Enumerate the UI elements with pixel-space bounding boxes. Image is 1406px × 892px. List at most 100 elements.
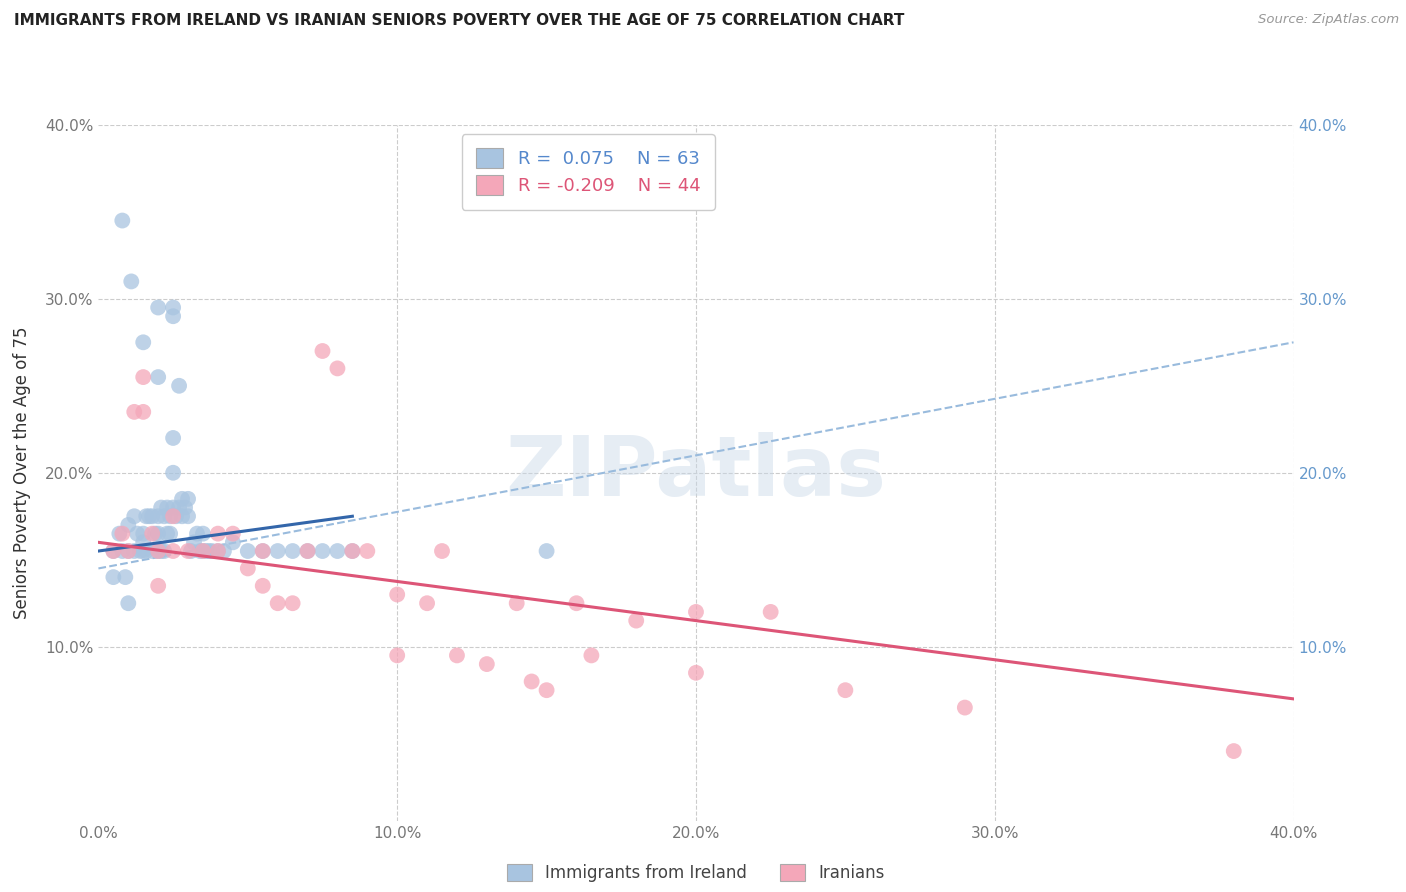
- Point: [148, 370, 170, 384]
- Point: [207, 526, 229, 541]
- Point: [183, 535, 205, 549]
- Point: [356, 544, 378, 558]
- Point: [150, 500, 173, 515]
- Point: [117, 596, 139, 610]
- Point: [536, 544, 558, 558]
- Point: [148, 544, 170, 558]
- Point: [297, 544, 319, 558]
- Point: [191, 526, 214, 541]
- Point: [132, 370, 155, 384]
- Point: [148, 579, 170, 593]
- Point: [162, 466, 184, 480]
- Point: [156, 526, 179, 541]
- Point: [150, 544, 173, 558]
- Point: [143, 526, 166, 541]
- Point: [162, 301, 184, 315]
- Point: [759, 605, 782, 619]
- Point: [195, 544, 218, 558]
- Point: [326, 361, 349, 376]
- Point: [416, 596, 439, 610]
- Point: [120, 274, 142, 288]
- Point: [953, 700, 976, 714]
- Point: [506, 596, 529, 610]
- Point: [162, 310, 184, 324]
- Point: [141, 526, 163, 541]
- Point: [174, 500, 197, 515]
- Point: [132, 526, 155, 541]
- Point: [159, 509, 181, 524]
- Point: [201, 544, 224, 558]
- Point: [162, 500, 184, 515]
- Point: [326, 544, 349, 558]
- Point: [153, 509, 176, 524]
- Point: [342, 544, 364, 558]
- Point: [252, 544, 274, 558]
- Point: [252, 544, 274, 558]
- Point: [385, 587, 409, 601]
- Point: [111, 213, 134, 227]
- Point: [212, 544, 235, 558]
- Text: IMMIGRANTS FROM IRELAND VS IRANIAN SENIORS POVERTY OVER THE AGE OF 75 CORRELATIO: IMMIGRANTS FROM IRELAND VS IRANIAN SENIO…: [14, 13, 904, 29]
- Point: [135, 544, 157, 558]
- Point: [342, 544, 364, 558]
- Point: [162, 544, 184, 558]
- Point: [172, 491, 194, 506]
- Point: [162, 509, 184, 524]
- Point: [148, 509, 170, 524]
- Point: [188, 544, 211, 558]
- Point: [132, 544, 155, 558]
- Point: [565, 596, 588, 610]
- Point: [103, 570, 125, 584]
- Text: Source: ZipAtlas.com: Source: ZipAtlas.com: [1258, 13, 1399, 27]
- Point: [172, 509, 194, 524]
- Point: [124, 509, 146, 524]
- Point: [1223, 744, 1246, 758]
- Point: [180, 544, 202, 558]
- Point: [685, 605, 707, 619]
- Point: [222, 526, 245, 541]
- Point: [156, 500, 179, 515]
- Point: [127, 526, 149, 541]
- Point: [148, 526, 170, 541]
- Point: [536, 683, 558, 698]
- Point: [311, 544, 333, 558]
- Point: [117, 544, 139, 558]
- Point: [281, 596, 304, 610]
- Point: [626, 614, 648, 628]
- Point: [236, 544, 259, 558]
- Point: [297, 544, 319, 558]
- Point: [311, 343, 333, 358]
- Legend: Immigrants from Ireland, Iranians: Immigrants from Ireland, Iranians: [501, 857, 891, 888]
- Point: [177, 544, 200, 558]
- Text: ZIPatlas: ZIPatlas: [506, 433, 886, 513]
- Point: [162, 431, 184, 445]
- Point: [198, 544, 221, 558]
- Point: [117, 544, 139, 558]
- Point: [135, 509, 157, 524]
- Point: [252, 579, 274, 593]
- Point: [124, 544, 146, 558]
- Point: [177, 491, 200, 506]
- Point: [117, 517, 139, 532]
- Point: [132, 535, 155, 549]
- Point: [132, 335, 155, 350]
- Point: [191, 544, 214, 558]
- Point: [114, 570, 136, 584]
- Point: [111, 544, 134, 558]
- Point: [129, 544, 152, 558]
- Point: [165, 509, 187, 524]
- Point: [111, 526, 134, 541]
- Point: [281, 544, 304, 558]
- Point: [834, 683, 856, 698]
- Point: [103, 544, 125, 558]
- Point: [177, 509, 200, 524]
- Point: [108, 526, 131, 541]
- Point: [132, 405, 155, 419]
- Point: [267, 544, 290, 558]
- Y-axis label: Seniors Poverty Over the Age of 75: Seniors Poverty Over the Age of 75: [13, 326, 31, 619]
- Point: [124, 405, 146, 419]
- Point: [186, 526, 208, 541]
- Point: [581, 648, 603, 663]
- Point: [520, 674, 543, 689]
- Point: [141, 544, 163, 558]
